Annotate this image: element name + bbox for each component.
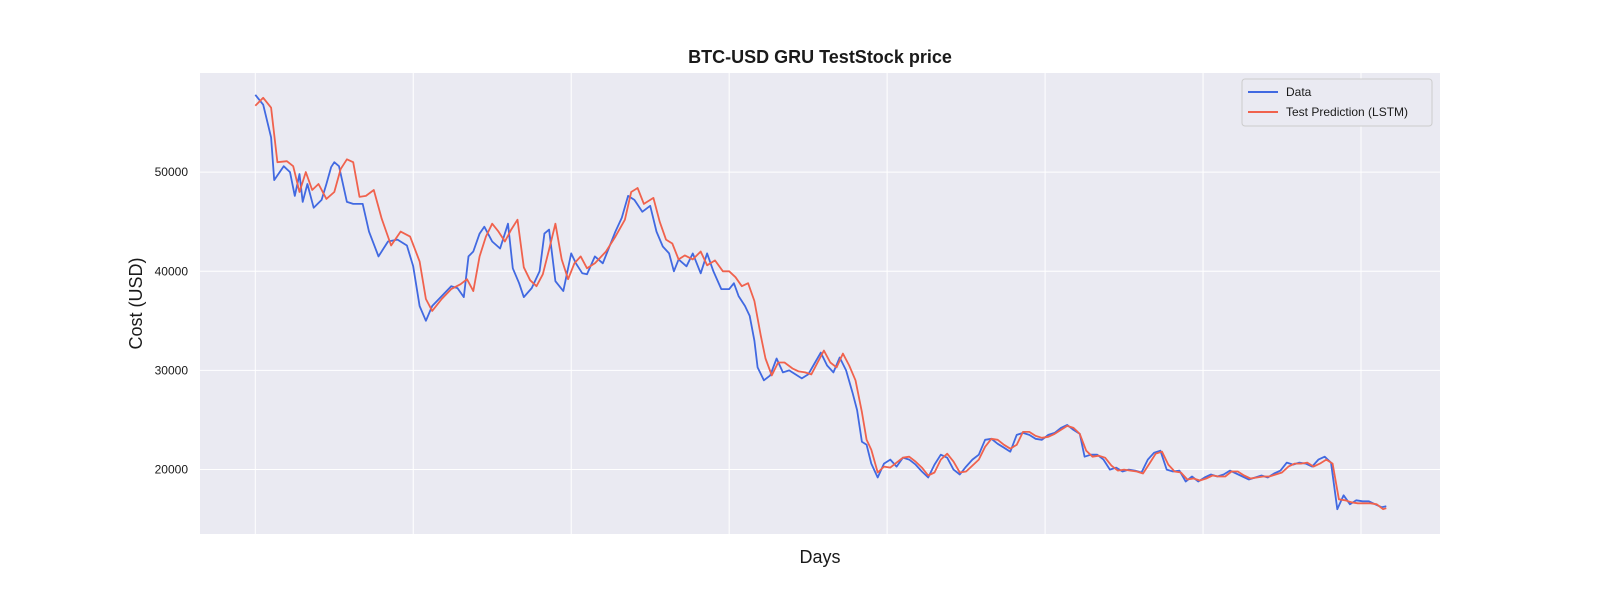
legend-label: Test Prediction (LSTM) <box>1286 105 1408 119</box>
y-axis-label: Cost (USD) <box>126 257 146 349</box>
chart-title: BTC-USD GRU TestStock price <box>688 47 952 67</box>
y-tick-label: 20000 <box>155 463 189 477</box>
legend: Data Test Prediction (LSTM) <box>1241 78 1433 127</box>
y-tick-label: 40000 <box>155 264 189 278</box>
y-tick-label: 30000 <box>155 363 189 377</box>
x-axis-label: Days <box>799 547 840 567</box>
legend-box <box>1241 78 1433 127</box>
y-tick-label: 50000 <box>155 165 189 179</box>
series-line-test-prediction <box>254 96 1387 511</box>
legend-label: Data <box>1286 85 1312 99</box>
plot-area <box>200 73 1440 534</box>
